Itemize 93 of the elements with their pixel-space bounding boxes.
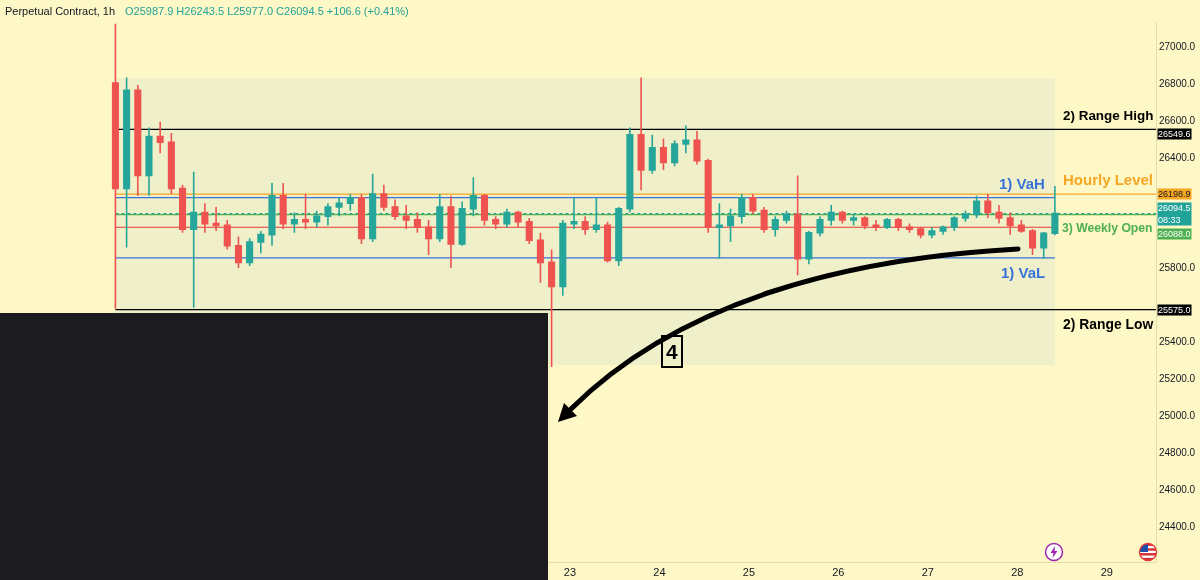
y-tick-label: 24600.0 [1159,484,1196,496]
candlestick [391,198,399,221]
x-tick-label: 24 [653,566,666,579]
candlestick [178,183,187,234]
candlestick [1028,228,1037,256]
candlestick [156,121,164,155]
candlestick [302,193,310,230]
x-tick-label: 25 [742,566,756,579]
candlestick [749,193,757,216]
candlestick [659,137,667,171]
candlestick [1006,211,1014,236]
candlestick [536,232,544,284]
candlestick [950,215,958,232]
candlestick [1017,219,1025,234]
candlestick [525,217,533,245]
candlestick [346,193,354,212]
x-tick-label: 23 [563,566,577,579]
candlestick [201,202,209,234]
candlestick [603,220,612,264]
x-tick-label: 27 [921,566,934,579]
candlestick [380,183,388,212]
candlestick [548,248,556,368]
candlestick [279,182,287,230]
y-tick-label: 26600.0 [1159,114,1196,126]
candlestick [905,222,914,234]
y-tick-label: 25000.0 [1159,410,1196,422]
candlestick [212,206,220,232]
candlestick [917,226,925,240]
candlestick [894,217,902,232]
candlestick [234,235,242,269]
ref-line-label: 2) Range Low [1063,316,1154,332]
candlestick [838,209,846,225]
candlestick [928,226,936,240]
chart-subtitle: O25987.9 H26243.5 L25977.0 C26094.5 +106.6 (+0.41%) [125,5,409,17]
candlestick [413,211,421,234]
candlestick [134,84,142,197]
candlestick [760,206,768,234]
candlestick [626,126,634,214]
y-tick-label: 27000.0 [1159,40,1196,52]
candlestick [883,217,891,230]
candlestick [246,237,254,267]
candlestick [1040,231,1048,260]
x-tick-label: 26 [832,566,845,579]
ref-line-label: 1) VaH [999,175,1045,192]
candlestick [111,23,119,310]
y-tick-label: 25575.0 [1158,305,1191,315]
candlestick [167,132,175,195]
candlestick [357,193,366,245]
y-tick-label: 26400.0 [1159,151,1196,163]
candlestick [559,219,567,297]
legend-label: 3) Weekly Open [1062,221,1153,235]
candlestick [939,224,947,236]
candlestick [145,126,153,197]
text: 26088.0 [1158,229,1191,239]
y-tick-label: 25400.0 [1159,336,1196,348]
y-tick-label: 25800.0 [1159,262,1196,274]
chart-title: Perpetual Contract, 1h [5,4,116,17]
candlestick [447,195,455,269]
candlestick [223,219,231,251]
candlestick [693,130,701,166]
candlestick [816,215,824,238]
candlestick [995,204,1003,225]
y-tick-label: 26198.9 [1158,189,1191,199]
candlestick [492,215,500,230]
x-tick-label: 29 [1100,566,1113,579]
y-tick-label: 26094.5 08:33 [1158,203,1191,225]
ref-line-label: 2) Range High [1063,108,1154,123]
candlestick [648,134,656,175]
ref-line-label: Hourly Level [1063,171,1154,188]
candlestick [861,215,869,230]
candlestick [682,124,690,155]
candlestick [425,219,433,256]
candlestick [984,193,992,219]
candlestick [514,209,522,229]
y-tick-label: 24400.0 [1159,521,1196,533]
y-tick-label: 26800.0 [1159,77,1196,89]
y-tick-label: 25200.0 [1159,373,1196,385]
candlestick [771,215,779,238]
candlestick [805,230,813,266]
candlestick [402,204,410,230]
candlestick [257,230,265,254]
y-tick-label: 24800.0 [1159,447,1196,459]
candlestick [581,215,589,236]
candlestick [480,193,489,227]
candlestick [794,174,802,277]
annotation: 4 [666,340,678,363]
x-tick-label: 28 [1011,566,1024,579]
candlestick [637,76,645,192]
candlestick [872,219,880,232]
y-tick-label: 26549.6 [1158,129,1191,139]
candlestick [704,158,712,234]
ref-line-label: 1) VaL [1001,264,1046,281]
candlestick [671,139,679,168]
